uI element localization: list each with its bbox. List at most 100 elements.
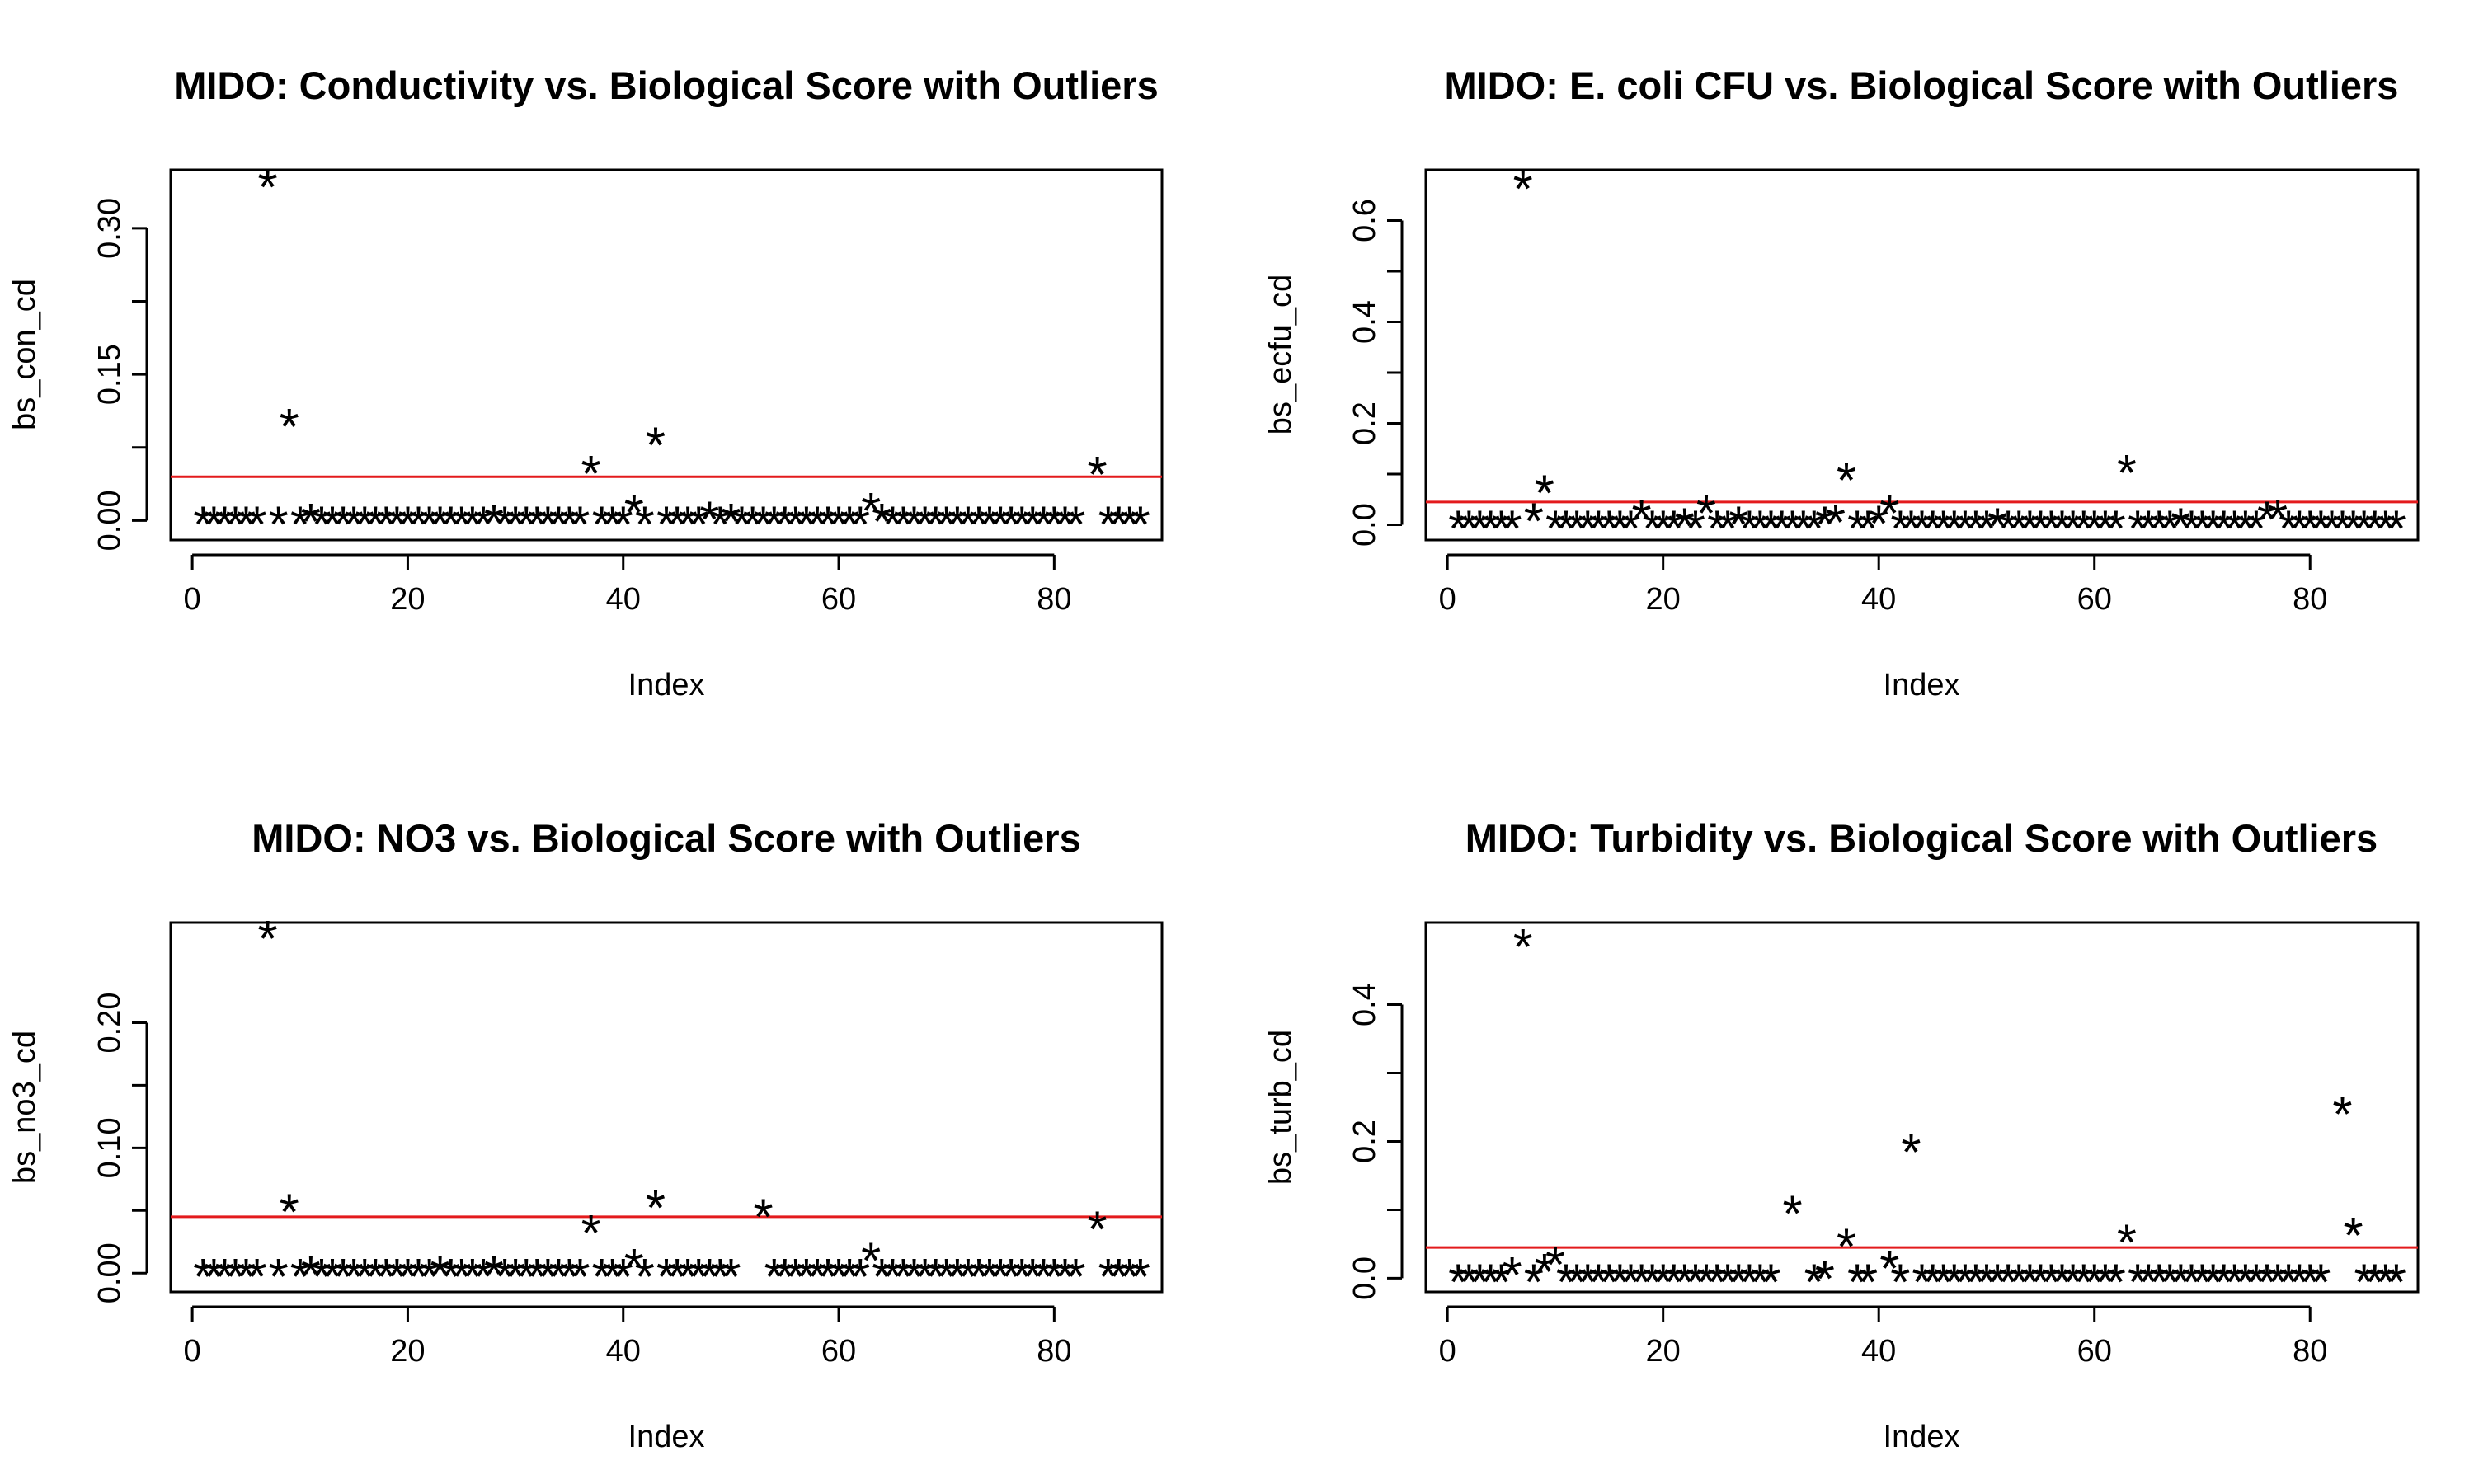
data-point: * <box>290 496 310 553</box>
data-point: * <box>786 1249 806 1306</box>
data-point: * <box>1055 1249 1075 1306</box>
data-point: * <box>527 1249 547 1306</box>
data-point: * <box>2376 1254 2396 1311</box>
data-point: * <box>2289 1254 2309 1311</box>
data-point: * <box>2387 501 2406 558</box>
data-point: * <box>635 496 655 553</box>
data-point: * <box>980 1249 999 1306</box>
data-point: * <box>1794 501 1813 558</box>
y-tick-label: 0.00 <box>92 1242 127 1303</box>
y-tick-label: 0.2 <box>1348 1120 1382 1163</box>
x-axis-label: Index <box>628 668 705 702</box>
data-point: * <box>775 496 795 553</box>
data-point: * <box>312 1249 332 1306</box>
data-point: * <box>280 399 299 456</box>
data-point: * <box>1847 501 1867 558</box>
data-point: * <box>1739 1254 1759 1311</box>
data-point: * <box>1588 501 1608 558</box>
data-point: * <box>893 1249 913 1306</box>
data-point: * <box>2020 501 2039 558</box>
data-point: * <box>1686 1254 1705 1311</box>
data-point: * <box>754 496 774 553</box>
data-point: * <box>656 496 676 553</box>
data-point: * <box>2268 1254 2288 1311</box>
data-point: * <box>926 496 946 553</box>
data-point: * <box>1966 501 1986 558</box>
data-point: * <box>322 1249 342 1306</box>
data-point: * <box>915 496 934 553</box>
chart-title: MIDO: Turbidity vs. Biological Score wit… <box>1465 816 2378 860</box>
x-tick-label: 60 <box>2077 582 2112 617</box>
y-axis-label: bs_ecfu_cd <box>1263 275 1298 434</box>
data-point: * <box>548 1249 568 1306</box>
data-point: * <box>1901 1125 1921 1181</box>
data-point: * <box>2117 1214 2137 1271</box>
data-point: * <box>463 496 482 553</box>
data-point: * <box>699 491 719 548</box>
data-point: * <box>2052 1254 2072 1311</box>
data-point: * <box>678 496 698 553</box>
data-point: * <box>214 1249 234 1306</box>
data-point: * <box>258 160 278 217</box>
data-point: * <box>2192 501 2212 558</box>
data-point: * <box>2009 501 2029 558</box>
data-point: * <box>2376 501 2396 558</box>
data-point: * <box>1653 501 1673 558</box>
data-point: * <box>247 496 266 553</box>
data-point: * <box>301 494 321 551</box>
data-point: * <box>1729 497 1748 554</box>
data-point: * <box>2300 501 2320 558</box>
x-tick-label: 20 <box>390 1334 425 1369</box>
data-point: * <box>926 1249 946 1306</box>
data-point: * <box>990 496 1010 553</box>
data-point: * <box>1804 501 1824 558</box>
data-point: * <box>1098 1249 1118 1306</box>
data-point: * <box>1890 1254 1910 1311</box>
x-tick-label: 80 <box>2293 1334 2327 1369</box>
data-point: * <box>484 495 504 552</box>
data-point: * <box>1955 1254 1975 1311</box>
data-point: * <box>1545 1237 1565 1294</box>
data-point: * <box>1815 1251 1835 1308</box>
data-point: * <box>1599 1254 1619 1311</box>
data-point: * <box>980 496 999 553</box>
data-point: * <box>2074 1254 2094 1311</box>
data-point: * <box>2149 1254 2169 1311</box>
data-point: * <box>754 1189 774 1246</box>
plot-area: 0 20 40 60 800.000.100.20*******************… <box>92 911 1162 1369</box>
data-point: * <box>2354 501 2374 558</box>
x-tick-label: 20 <box>390 582 425 617</box>
data-point: * <box>1739 501 1759 558</box>
data-point: * <box>1513 161 1533 218</box>
data-point: * <box>2332 501 2352 558</box>
data-point: * <box>1945 501 1964 558</box>
x-axis-label: Index <box>1884 668 1960 702</box>
data-point: * <box>861 1233 881 1289</box>
data-point: * <box>365 496 385 553</box>
data-point: * <box>1912 1254 1931 1311</box>
data-point: * <box>1901 501 1921 558</box>
data-point: * <box>2041 1254 2061 1311</box>
data-point: * <box>1001 496 1021 553</box>
data-point: * <box>322 496 342 553</box>
data-point: * <box>2181 1254 2201 1311</box>
data-point: * <box>1783 1186 1803 1242</box>
data-point: * <box>699 1249 719 1306</box>
data-point: * <box>840 496 859 553</box>
data-point: * <box>2321 501 2341 558</box>
x-tick-label: 20 <box>1646 582 1681 617</box>
data-point: * <box>430 1247 450 1303</box>
data-point: * <box>2171 498 2190 555</box>
panel-conductivity: MIDO: Conductivity vs. Biological Score … <box>7 63 1164 702</box>
data-point: * <box>2171 1254 2190 1311</box>
data-point: * <box>893 496 913 553</box>
data-point: * <box>408 1249 428 1306</box>
data-point: * <box>969 496 989 553</box>
data-point: * <box>419 1249 439 1306</box>
data-point: * <box>204 1249 223 1306</box>
x-axis-label: Index <box>628 1420 705 1454</box>
data-point: * <box>1847 1254 1867 1311</box>
data-point: * <box>1491 1254 1511 1311</box>
data-point: * <box>656 1249 676 1306</box>
